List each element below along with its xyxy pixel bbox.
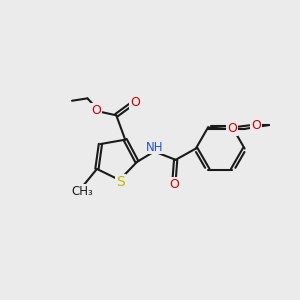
Text: CH₃: CH₃ xyxy=(71,185,93,198)
Text: S: S xyxy=(116,176,125,189)
Text: O: O xyxy=(130,96,140,109)
Text: O: O xyxy=(92,104,101,117)
Text: NH: NH xyxy=(146,140,164,154)
Text: O: O xyxy=(251,118,261,131)
Text: O: O xyxy=(227,122,237,135)
Text: O: O xyxy=(169,178,179,191)
